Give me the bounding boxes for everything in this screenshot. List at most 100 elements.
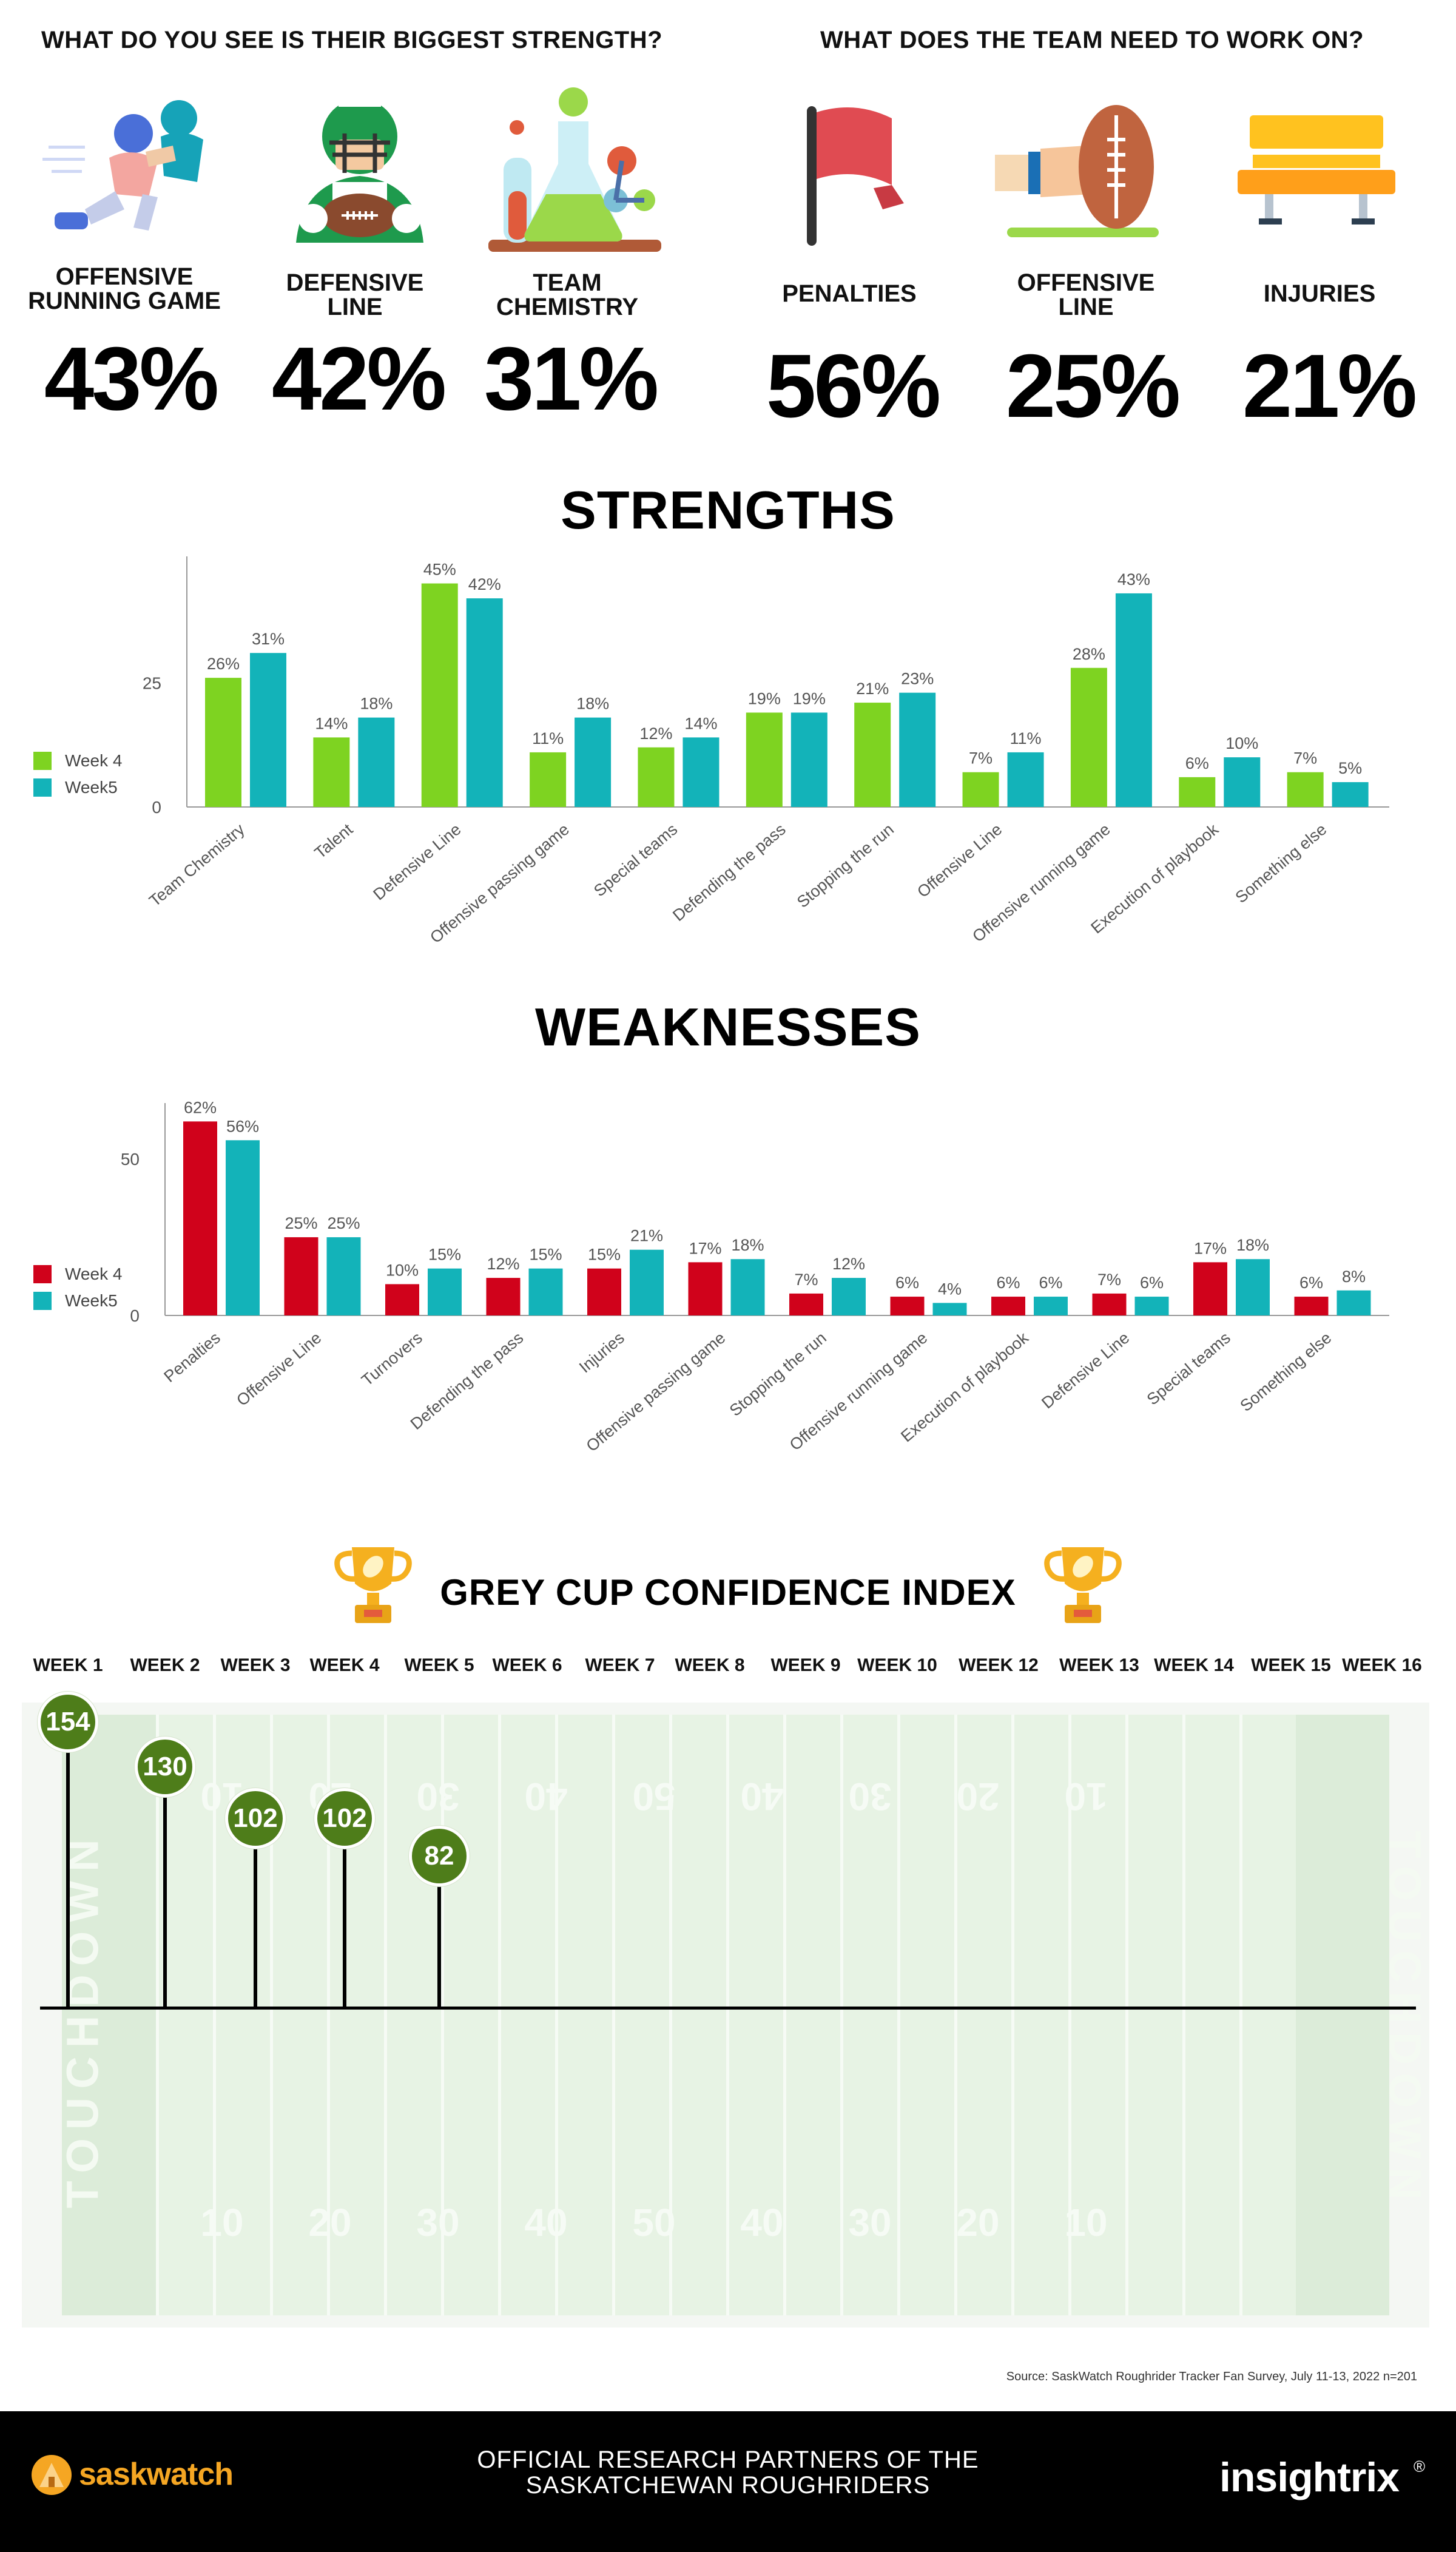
confidence-index-title: GREY CUP CONFIDENCE INDEX [440,1572,1016,1613]
data-label: 43% [1117,570,1150,589]
bar-week5 [226,1140,260,1315]
category-label: Special teams [1144,1329,1234,1409]
legend-swatch [33,778,52,797]
category-label: Special teams [590,820,681,900]
week-label: WEEK 14 [1154,1655,1234,1675]
yard-line [555,1715,558,2315]
data-label: 19% [748,689,781,707]
bar-week5 [932,1303,967,1315]
yard-line [156,1715,159,2315]
bar-week5 [1134,1297,1169,1315]
pin-stem [254,1818,257,2008]
source-note: Source: SaskWatch Roughrider Tracker Fan… [1006,2370,1417,2383]
category-label: Defensive Line [1038,1329,1133,1413]
bar-week4 [587,1268,621,1315]
legend-swatch [33,1265,52,1283]
data-label: 7% [1293,749,1317,768]
trophy-right-icon [1044,1547,1122,1623]
strength-pct-1: 43% [44,329,219,429]
bar-week4 [205,678,241,807]
data-label: 12% [832,1255,865,1273]
data-label: 6% [1299,1274,1323,1292]
bar-week4 [1070,667,1107,807]
week-label: WEEK 16 [1342,1655,1422,1675]
bar-week5 [832,1278,866,1315]
football-hand-off-icon [995,105,1159,237]
football-lineman-icon [296,98,423,243]
yard-line [612,1715,615,2315]
yard-number-top: 20 [956,1775,1000,1818]
yard-line [270,1715,273,2315]
data-label: 6% [1039,1274,1062,1292]
data-label: 45% [423,561,456,579]
yard-line [840,1715,843,2315]
data-label: 7% [969,749,993,768]
registered-mark: ® [1414,2457,1426,2476]
bar-week5 [250,653,286,807]
data-label: 7% [794,1271,818,1289]
category-label: Something else [1236,1329,1335,1416]
yard-line [897,1715,900,2315]
data-label: 5% [1338,759,1362,777]
data-label: 18% [360,695,393,713]
data-label: 8% [1342,1268,1366,1286]
legend-label: Week 4 [65,751,123,770]
running-player-icon [42,100,203,231]
bar-week4 [284,1237,318,1315]
data-label: 42% [468,575,501,593]
data-label: 6% [895,1274,919,1292]
yard-number-top: 30 [848,1775,892,1818]
bar-week5 [528,1268,563,1315]
bar-week5 [790,712,827,807]
data-label: 12% [487,1255,519,1273]
data-label: 14% [315,714,348,732]
bar-week4 [421,583,458,807]
bar-week4 [1294,1297,1329,1315]
bar-week4 [746,712,783,807]
weakness-label-1: PENALTIES [782,280,917,307]
bar-week4 [890,1297,925,1315]
yard-number-bottom: 50 [632,2201,676,2244]
category-label: Offensive Line [233,1329,325,1410]
yard-line [384,1715,387,2315]
data-label: 12% [639,724,672,743]
data-label: 14% [684,714,717,732]
weakness-label-3: INJURIES [1263,280,1376,307]
pin-stem [343,1818,346,2008]
yard-line [669,1715,672,2315]
data-label: 10% [1225,734,1258,752]
weaknesses-bar-chart: 0 50 62% 56% Penalties 25% 25% Offensive Line 10… [121,1098,1389,1455]
yard-line [1239,1715,1242,2315]
yard-line [1068,1715,1071,2315]
data-label: 62% [184,1098,217,1116]
category-label: Defensive Line [369,820,464,904]
end-zone-right [1296,1715,1389,2315]
category-label: Stopping the run [794,820,897,911]
saskwatch-logo-icon [32,2455,72,2495]
legend-label: Week 4 [65,1264,123,1283]
week-label: WEEK 13 [1059,1655,1139,1675]
strengths-legend-week4: Week 4 [33,751,122,771]
data-label: 6% [996,1274,1020,1292]
legend-swatch [33,752,52,770]
yard-line [954,1715,957,2315]
yard-number-top: 50 [632,1775,676,1818]
bar-week5 [1332,782,1369,807]
category-label: Defending the pass [407,1329,527,1434]
insightrix-brand: insightrix [1219,2454,1400,2500]
end-zone-left [62,1715,156,2315]
yard-number-bottom: 30 [416,2201,460,2244]
bar-week4 [313,737,350,807]
y-tick-label: 0 [130,1306,140,1325]
legend-label: Week5 [65,778,118,797]
trophy-left-icon [334,1547,412,1623]
week-label: WEEK 2 [130,1655,200,1675]
data-label: 31% [252,630,285,648]
category-label: Penalties [160,1329,223,1386]
bar-week5 [466,598,503,807]
bar-week5 [326,1237,361,1315]
weaknesses-legend-week4: Week 4 [33,1264,122,1284]
week-label: WEEK 3 [220,1655,291,1675]
confidence-pin: 154 [38,1692,98,1752]
y-tick-label: 50 [121,1150,140,1169]
